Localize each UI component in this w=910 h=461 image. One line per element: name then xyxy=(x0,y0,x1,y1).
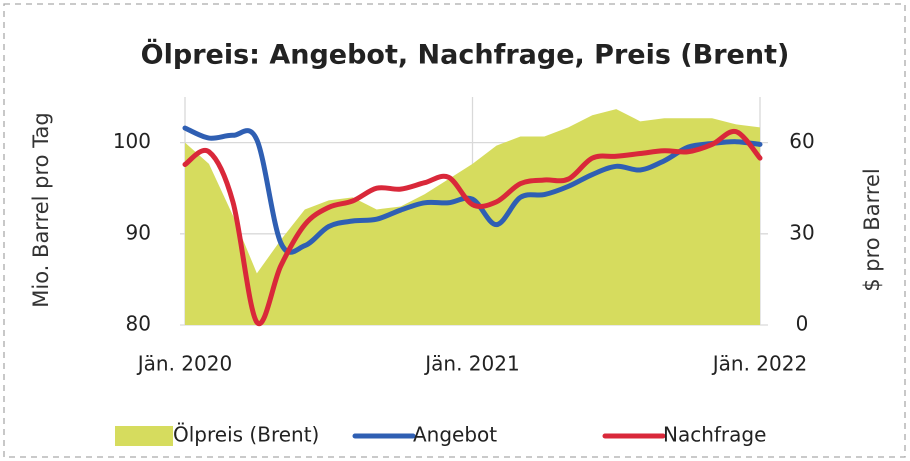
chart-title: Ölpreis: Angebot, Nachfrage, Preis (Bren… xyxy=(141,38,790,71)
line xyxy=(182,125,763,255)
y-tick-label: 90 xyxy=(126,220,151,244)
y-tick-label: 80 xyxy=(126,312,151,336)
y2-axis-title: $ pro Barrel xyxy=(860,168,884,292)
y-axis-title: Mio. Barrel pro Tag xyxy=(29,112,53,308)
legend-label: Nachfrage xyxy=(663,423,766,447)
y2-tick-label: 0 xyxy=(796,312,809,336)
x-tick-label: Jän. 2021 xyxy=(423,352,519,376)
y2-tick-label: 30 xyxy=(789,220,814,244)
y-tick-label: 100 xyxy=(113,129,151,153)
line xyxy=(182,128,763,327)
x-tick-label: Jän. 2022 xyxy=(711,352,807,376)
legend-label: Angebot xyxy=(413,423,497,447)
legend-swatch xyxy=(115,426,173,446)
y2-tick-label: 60 xyxy=(789,129,814,153)
area xyxy=(185,109,760,325)
legend-label: Ölpreis (Brent) xyxy=(173,423,319,447)
frame xyxy=(3,3,906,458)
x-tick-label: Jän. 2020 xyxy=(136,352,232,376)
